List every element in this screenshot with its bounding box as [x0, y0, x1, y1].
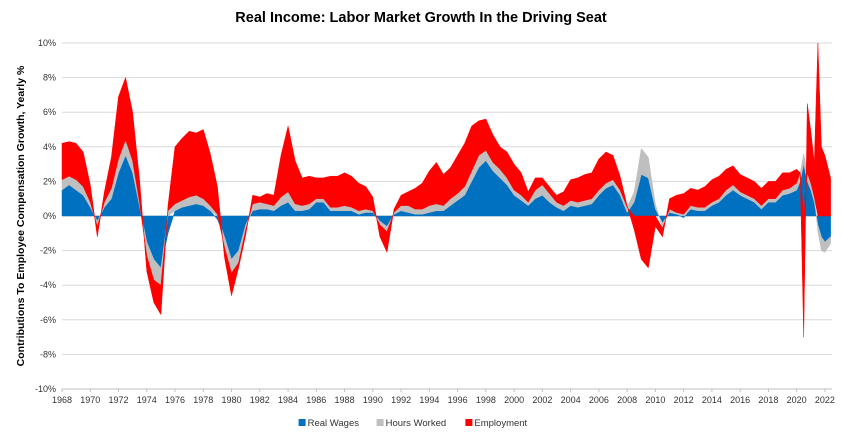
y-tick-label: 8%: [43, 73, 56, 83]
x-tick-label: 2016: [730, 395, 750, 405]
x-tick-label: 1968: [52, 395, 72, 405]
x-tick-label: 1982: [250, 395, 270, 405]
x-tick-label: 1978: [193, 395, 213, 405]
x-tick-label: 1972: [108, 395, 128, 405]
y-tick-label: 6%: [43, 107, 56, 117]
y-tick-label: -6%: [40, 315, 56, 325]
x-tick-label: 1990: [363, 395, 383, 405]
x-tick-label: 1994: [419, 395, 439, 405]
x-tick-label: 2012: [674, 395, 694, 405]
x-tick-label: 1970: [80, 395, 100, 405]
legend-label-hours-worked: Hours Worked: [386, 418, 447, 429]
y-axis-label: Contributions To Employee Compensation G…: [15, 65, 27, 366]
x-tick-label: 1988: [335, 395, 355, 405]
x-tick-label: 1974: [137, 395, 157, 405]
x-tick-label: 1984: [278, 395, 298, 405]
legend-swatch-hours-worked: [376, 419, 384, 426]
chart-title: Real Income: Labor Market Growth In the …: [235, 10, 607, 26]
x-tick-label: 2008: [617, 395, 637, 405]
x-tick-label: 2004: [561, 395, 581, 405]
x-tick-label: 2010: [645, 395, 665, 405]
y-tick-label: 4%: [43, 142, 56, 152]
y-tick-label: 0%: [43, 211, 56, 221]
x-tick-label: 2018: [758, 395, 778, 405]
legend: Real Wages Hours Worked Employment: [298, 418, 528, 429]
x-tick-label: 2006: [589, 395, 609, 405]
legend-label-employment: Employment: [474, 418, 527, 429]
x-tick-label: 1980: [222, 395, 242, 405]
x-tick-label: 1976: [165, 395, 185, 405]
x-tick-label: 1998: [476, 395, 496, 405]
plot-layer: [61, 42, 831, 338]
y-tick-label: -4%: [40, 280, 56, 290]
y-tick-label: 2%: [43, 176, 56, 186]
y-tick-label: -8%: [40, 349, 56, 359]
legend-swatch-real-wages: [298, 419, 306, 426]
x-tick-label: 2020: [787, 395, 807, 405]
y-tick-label: 10%: [38, 38, 56, 48]
x-tick-label: 2002: [532, 395, 552, 405]
x-tick-label: 2000: [504, 395, 524, 405]
x-tick-label: 1992: [391, 395, 411, 405]
series-employment-area: [61, 42, 831, 338]
x-tick-label: 2022: [815, 395, 835, 405]
legend-label-real-wages: Real Wages: [308, 418, 360, 429]
axis-layer: -10% -8% -6% -4% -2% 0% 2% 4% 6% 8% 10% 1968 1970 197…: [35, 38, 835, 405]
y-tick-label: -10%: [35, 384, 56, 394]
y-tick-label: -2%: [40, 246, 56, 256]
legend-swatch-employment: [465, 419, 473, 426]
x-tick-label: 1986: [306, 395, 326, 405]
x-tick-label: 1996: [448, 395, 468, 405]
x-tick-label: 2014: [702, 395, 722, 405]
